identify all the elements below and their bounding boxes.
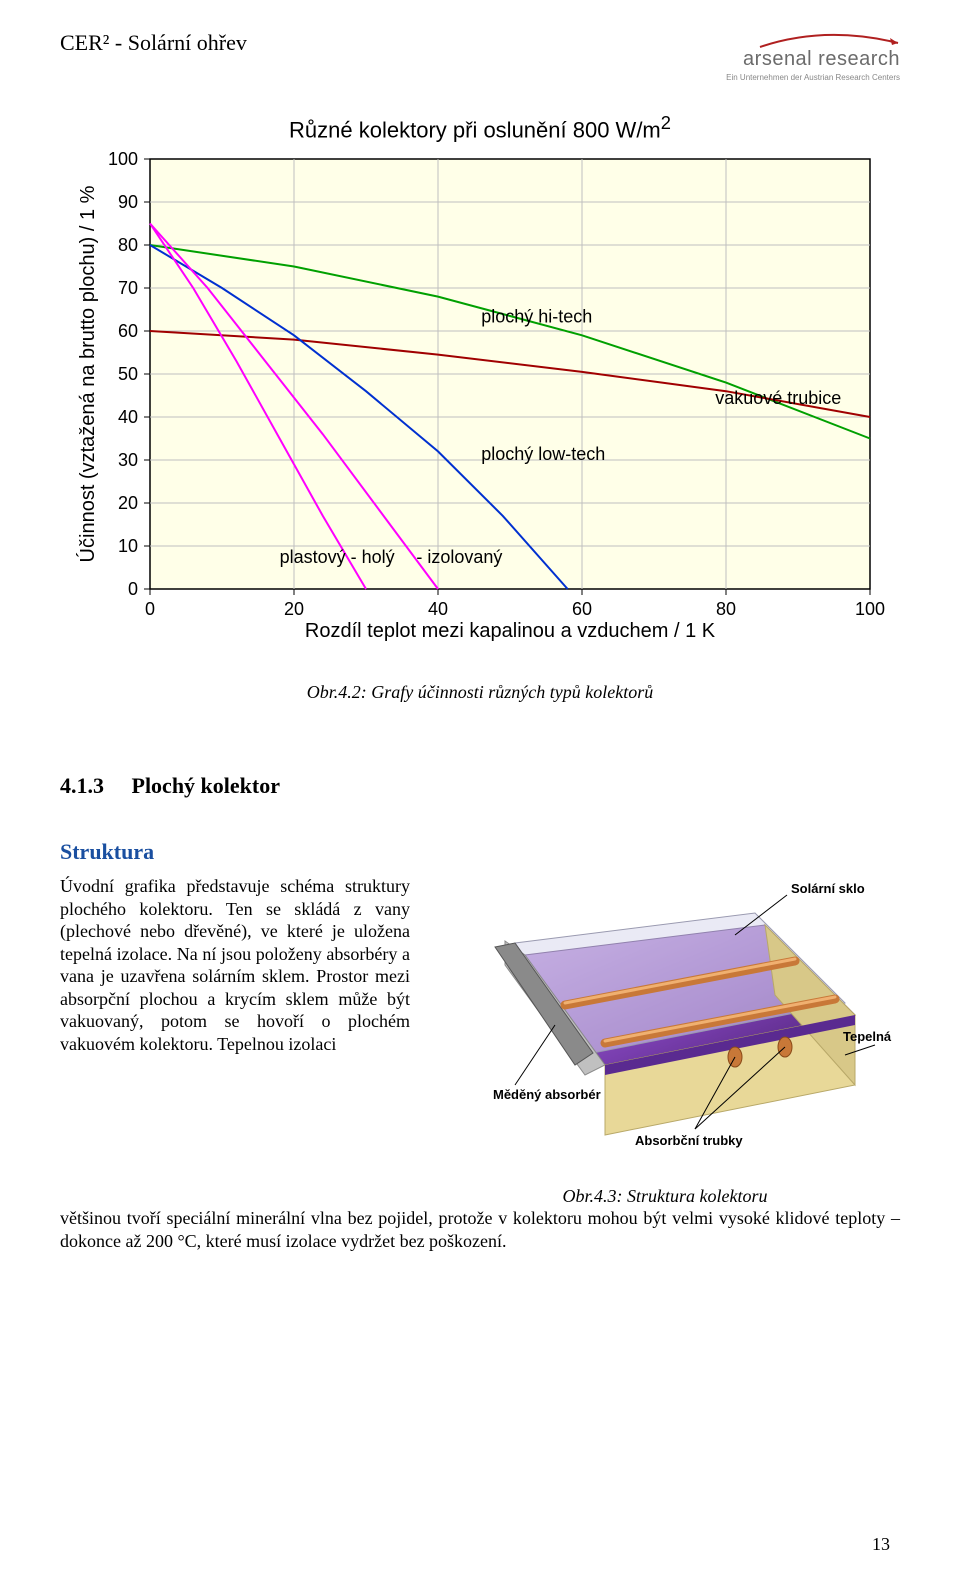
svg-text:40: 40 bbox=[118, 407, 138, 427]
chart-title: Různé kolektory při oslunění 800 W/m2 bbox=[70, 112, 890, 143]
svg-text:plastový - holý: plastový - holý bbox=[280, 548, 395, 568]
svg-text:vakuové trubice: vakuové trubice bbox=[715, 388, 841, 408]
svg-text:0: 0 bbox=[145, 599, 155, 619]
svg-text:100: 100 bbox=[108, 149, 138, 169]
svg-text:30: 30 bbox=[118, 450, 138, 470]
section-number: 4.1.3 bbox=[60, 773, 104, 798]
svg-text:0: 0 bbox=[128, 579, 138, 599]
svg-text:40: 40 bbox=[428, 599, 448, 619]
svg-text:50: 50 bbox=[118, 364, 138, 384]
svg-text:Solární sklo: Solární sklo bbox=[791, 881, 865, 896]
svg-text:20: 20 bbox=[118, 493, 138, 513]
chart-title-sup: 2 bbox=[661, 112, 671, 133]
logo-arc-icon bbox=[750, 31, 900, 49]
chart-title-text: Různé kolektory při oslunění 800 W/m bbox=[289, 117, 661, 142]
svg-text:Rozdíl teplot mezi kapalinou a: Rozdíl teplot mezi kapalinou a vzduchem … bbox=[305, 620, 716, 642]
logo-subtitle: Ein Unternehmen der Austrian Research Ce… bbox=[726, 73, 900, 82]
svg-text:60: 60 bbox=[572, 599, 592, 619]
figure-caption-2: Obr.4.3: Struktura kolektoru bbox=[430, 1186, 900, 1207]
svg-text:Měděný absorbér: Měděný absorbér bbox=[493, 1087, 601, 1102]
svg-text:100: 100 bbox=[855, 599, 885, 619]
efficiency-chart: Různé kolektory při oslunění 800 W/m2 0 2… bbox=[70, 112, 890, 654]
logo-text: arsenal research bbox=[726, 48, 900, 71]
svg-text:- izolovaný: - izolovaný bbox=[416, 548, 502, 568]
document-title: CER² - Solární ohřev bbox=[60, 30, 247, 56]
chart-svg: 0 20 40 60 80 100 0 10 20 30 40 50 60 70 80 90 100 plochý… bbox=[70, 149, 890, 649]
svg-text:plochý low-tech: plochý low-tech bbox=[481, 444, 605, 464]
svg-text:20: 20 bbox=[284, 599, 304, 619]
figure-caption-1: Obr.4.2: Grafy účinnosti různých typů ko… bbox=[60, 682, 900, 703]
svg-text:80: 80 bbox=[716, 599, 736, 619]
svg-text:10: 10 bbox=[118, 536, 138, 556]
svg-text:60: 60 bbox=[118, 321, 138, 341]
svg-text:plochý hi-tech: plochý hi-tech bbox=[481, 307, 592, 327]
brand-logo: arsenal research Ein Unternehmen der Aus… bbox=[726, 30, 900, 82]
svg-text:Absorbční trubky: Absorbční trubky bbox=[635, 1133, 743, 1148]
collector-diagram: Solární sklo Tepelná izolace Měděný absorb… bbox=[435, 875, 895, 1175]
svg-text:90: 90 bbox=[118, 192, 138, 212]
svg-text:80: 80 bbox=[118, 235, 138, 255]
section-title: Plochý kolektor bbox=[132, 773, 281, 798]
page-number: 13 bbox=[872, 1534, 890, 1555]
body-paragraph-continued: většinou tvoří speciální minerální vlna … bbox=[60, 1207, 900, 1252]
subsection-heading: Struktura bbox=[60, 839, 900, 865]
section-heading: 4.1.3 Plochý kolektor bbox=[60, 773, 900, 799]
svg-text:Tepelná izolace: Tepelná izolace bbox=[843, 1029, 895, 1044]
svg-text:Účinnost (vztažená na brutto p: Účinnost (vztažená na brutto plochu) / 1… bbox=[76, 186, 99, 563]
svg-text:70: 70 bbox=[118, 278, 138, 298]
body-paragraph: Úvodní grafika představuje schéma strukt… bbox=[60, 875, 410, 1055]
page-header: CER² - Solární ohřev arsenal research Ei… bbox=[60, 30, 900, 82]
